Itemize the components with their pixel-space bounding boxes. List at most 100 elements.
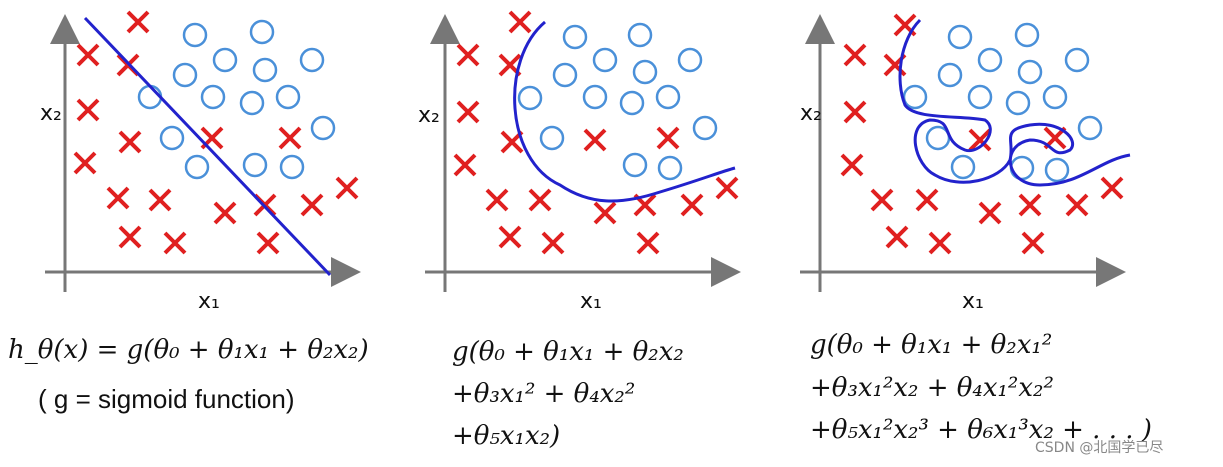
- circle-point: [977, 47, 1003, 73]
- circle-point: [249, 19, 275, 45]
- circle-point: [692, 115, 718, 141]
- plots: [45, 10, 1126, 292]
- circle-point: [1064, 47, 1090, 73]
- cross-point: [73, 151, 97, 175]
- circle-point: [657, 155, 683, 181]
- cross-point: [636, 231, 660, 255]
- cross-point: [456, 100, 480, 124]
- cross-point: [118, 130, 142, 154]
- cross-point: [715, 176, 739, 200]
- cross-point: [300, 193, 324, 217]
- cross-point: [76, 43, 100, 67]
- circle-point: [937, 62, 963, 88]
- cross-point: [453, 153, 477, 177]
- circle-point: [552, 62, 578, 88]
- cross-point: [915, 188, 939, 212]
- circle-point: [627, 22, 653, 48]
- circle-point: [1042, 84, 1068, 110]
- formula: g(θ₀ + θ₁x₁ + θ₂x₂: [452, 337, 684, 367]
- y-axis-label: x₂: [40, 101, 62, 126]
- cross-point: [335, 176, 359, 200]
- cross-point: [485, 188, 509, 212]
- circle-point: [632, 59, 658, 85]
- cross-point: [213, 201, 237, 225]
- decision-boundary: [83, 16, 332, 277]
- circle-point: [239, 90, 265, 116]
- circle-point: [310, 115, 336, 141]
- cross-point: [843, 43, 867, 67]
- cross-point: [148, 188, 172, 212]
- cross-point: [163, 231, 187, 255]
- y-axis-label: x₂: [418, 103, 440, 128]
- cross-point: [118, 225, 142, 249]
- circle-point: [517, 85, 543, 111]
- cross-point: [126, 10, 150, 34]
- cross-point: [541, 231, 565, 255]
- cross-point: [593, 201, 617, 225]
- cross-point: [1065, 193, 1089, 217]
- x-axis-label: x₁: [580, 289, 602, 314]
- y-axis-label: x₂: [800, 101, 822, 126]
- circle-point: [299, 47, 325, 73]
- formula: +θ₅x₁²x₂³ + θ₆x₁³x₂ + . . . ): [810, 415, 1152, 445]
- cross-point: [885, 225, 909, 249]
- cross-point: [656, 126, 680, 150]
- circle-point: [967, 84, 993, 110]
- circle-point: [619, 90, 645, 116]
- circle-point: [902, 84, 928, 110]
- circle-point: [279, 154, 305, 180]
- circle-point: [562, 24, 588, 50]
- circle-point: [947, 24, 973, 50]
- cross-point: [870, 188, 894, 212]
- cross-point: [456, 43, 480, 67]
- cross-point: [256, 231, 280, 255]
- formula: +θ₃x₁²x₂ + θ₄x₁²x₂²: [810, 373, 1054, 403]
- circle-point: [539, 125, 565, 151]
- circle-point: [252, 57, 278, 83]
- circle-point: [1005, 90, 1031, 116]
- cross-point: [680, 193, 704, 217]
- watermark: CSDN @北国学已尽: [1035, 440, 1163, 456]
- circle-point: [200, 84, 226, 110]
- cross-point: [583, 128, 607, 152]
- cross-point: [978, 201, 1002, 225]
- circle-point: [592, 47, 618, 73]
- cross-point: [840, 153, 864, 177]
- cross-point: [528, 188, 552, 212]
- circle-point: [242, 152, 268, 178]
- cross-point: [1018, 193, 1042, 217]
- circle-point: [677, 47, 703, 73]
- decision-boundary: [898, 18, 1131, 187]
- circle-point: [622, 152, 648, 178]
- cross-point: [1021, 231, 1045, 255]
- cross-point: [928, 231, 952, 255]
- cross-point: [106, 186, 130, 210]
- cross-point: [508, 10, 532, 34]
- circle-point: [182, 22, 208, 48]
- decision-boundary: [513, 20, 736, 203]
- circle-point: [159, 125, 185, 151]
- circle-point: [172, 62, 198, 88]
- circle-point: [582, 84, 608, 110]
- cross-point: [278, 126, 302, 150]
- circle-point: [212, 47, 238, 73]
- note: ( g = sigmoid function): [38, 384, 295, 414]
- circle-point: [950, 154, 976, 180]
- circle-point: [1014, 22, 1040, 48]
- circle-point: [1077, 115, 1103, 141]
- cross-point: [843, 100, 867, 124]
- formula: +θ₃x₁² + θ₄x₂²: [452, 379, 635, 409]
- cross-point: [968, 128, 992, 152]
- cross-point: [498, 225, 522, 249]
- formula: h_θ(x) = g(θ₀ + θ₁x₁ + θ₂x₂): [8, 335, 369, 365]
- x-axis-label: x₁: [962, 289, 984, 314]
- circle-point: [1017, 59, 1043, 85]
- circle-point: [1044, 157, 1070, 183]
- x-axis-label: x₁: [198, 289, 220, 314]
- formula: g(θ₀ + θ₁x₁ + θ₂x₁²: [810, 330, 1052, 360]
- cross-point: [1100, 176, 1124, 200]
- circle-point: [655, 84, 681, 110]
- cross-point: [76, 98, 100, 122]
